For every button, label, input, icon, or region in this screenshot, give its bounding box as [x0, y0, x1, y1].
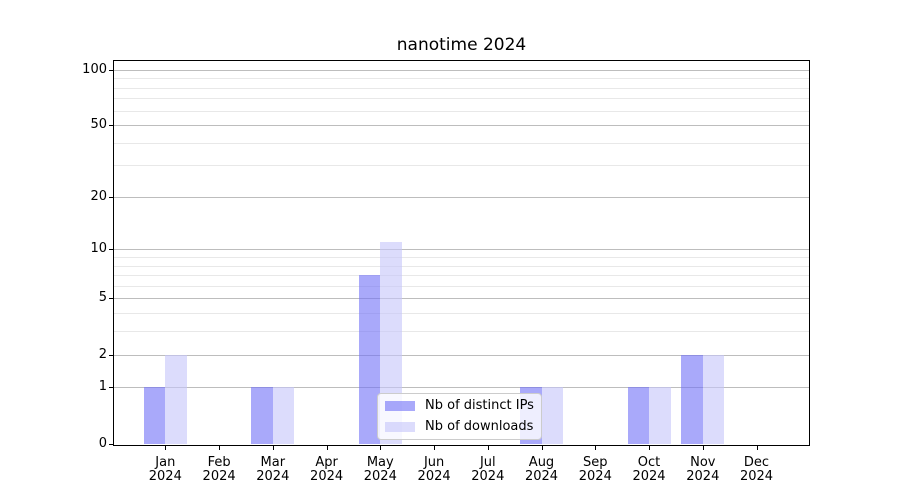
- gridline-minor: [114, 257, 809, 258]
- x-tick: [541, 446, 543, 450]
- y-tick-label: 0: [98, 435, 107, 451]
- x-tick: [756, 446, 758, 450]
- x-tick: [434, 446, 436, 450]
- y-tick-label: 2: [98, 346, 107, 362]
- y-tick: [109, 298, 114, 300]
- x-tick: [272, 446, 274, 450]
- bar-nb-of-distinct-ips: [681, 354, 703, 444]
- y-tick-label: 10: [90, 241, 107, 257]
- x-tick: [487, 446, 489, 450]
- y-tick: [109, 387, 114, 389]
- bar-nb-of-downloads: [541, 387, 563, 444]
- y-tick-label: 1: [98, 379, 107, 395]
- x-tick: [380, 446, 382, 450]
- x-tick-label: Mar 2024: [256, 455, 290, 484]
- legend-entry: Nb of downloads: [385, 419, 541, 435]
- bar-nb-of-downloads: [649, 387, 671, 444]
- y-tick: [109, 249, 114, 251]
- y-tick: [109, 69, 114, 71]
- gridline-minor: [114, 165, 809, 167]
- x-tick-label: Jul 2024: [471, 455, 505, 484]
- bar-nb-of-distinct-ips: [143, 387, 166, 444]
- gridline-major: [114, 196, 809, 198]
- x-tick: [595, 446, 597, 450]
- chart-title: nanotime 2024: [396, 35, 527, 55]
- x-tick: [649, 446, 650, 450]
- x-tick-label: Feb 2024: [202, 455, 236, 484]
- gridline-minor: [114, 78, 809, 80]
- bar-nb-of-distinct-ips: [251, 387, 273, 444]
- gridline-minor: [114, 98, 809, 100]
- gridline-major: [114, 125, 809, 126]
- x-tick-label: Dec 2024: [739, 455, 774, 484]
- x-tick-label: May 2024: [363, 455, 397, 484]
- y-tick: [109, 354, 114, 356]
- legend-swatch: [385, 422, 415, 432]
- gridline-major: [114, 69, 809, 71]
- legend-entry: Nb of distinct IPs: [385, 398, 541, 414]
- y-tick: [109, 196, 114, 198]
- legend: Nb of distinct IPs Nb of downloads: [377, 393, 542, 440]
- legend-swatch: [385, 401, 415, 411]
- y-tick-label: 100: [82, 61, 107, 77]
- bar-nb-of-downloads: [165, 354, 187, 444]
- gridline-minor: [114, 110, 809, 112]
- x-tick-label: Jun 2024: [417, 455, 451, 484]
- gridline-major: [114, 354, 809, 356]
- gridline-minor: [114, 331, 809, 333]
- x-tick: [219, 446, 221, 450]
- x-tick: [326, 446, 328, 450]
- gridline-major: [114, 298, 809, 300]
- bar-nb-of-distinct-ips: [627, 387, 649, 444]
- gridline-minor: [114, 87, 809, 89]
- gridline-minor: [114, 265, 809, 267]
- gridline-major: [114, 249, 809, 251]
- gridline-minor: [114, 285, 809, 287]
- x-tick: [165, 446, 167, 450]
- x-tick-label: Jan 2024: [148, 455, 182, 484]
- bar-nb-of-downloads: [702, 354, 725, 444]
- x-tick-label: Oct 2024: [632, 455, 666, 484]
- y-tick-label: 5: [98, 290, 107, 306]
- y-tick: [109, 443, 114, 445]
- gridline-minor: [114, 142, 809, 144]
- gridline-minor: [114, 275, 809, 277]
- x-tick-label: Aug 2024: [524, 455, 559, 484]
- legend-label: Nb of distinct IPs: [425, 398, 534, 413]
- y-tick-label: 20: [90, 188, 107, 204]
- bar-nb-of-distinct-ips: [358, 275, 381, 444]
- gridline-major: [114, 387, 809, 389]
- bar-nb-of-downloads: [272, 387, 295, 444]
- x-tick-label: Apr 2024: [310, 455, 344, 484]
- legend-label: Nb of downloads: [425, 419, 534, 434]
- y-tick-label: 50: [90, 117, 107, 132]
- y-tick: [109, 125, 114, 126]
- x-tick-label: Nov 2024: [686, 455, 720, 484]
- gridline-minor: [114, 313, 809, 315]
- x-tick: [702, 446, 704, 450]
- x-tick-label: Sep 2024: [578, 455, 612, 484]
